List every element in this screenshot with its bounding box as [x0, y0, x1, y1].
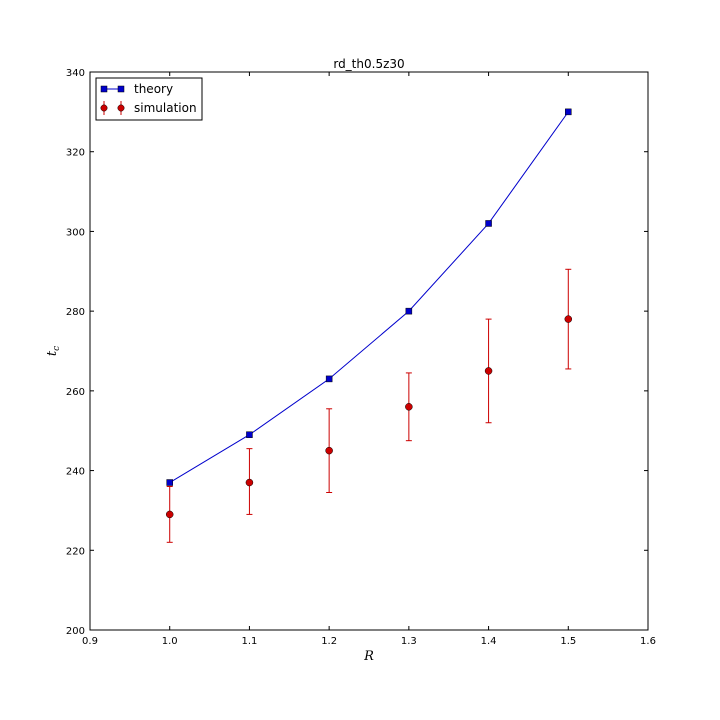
theory-point: [166, 479, 173, 486]
y-tick-label: 220: [66, 546, 85, 557]
y-tick-label: 340: [66, 68, 85, 79]
svg-text:tc: tc: [45, 346, 62, 356]
legend-theory-marker-right: [117, 85, 125, 93]
x-tick-label: 1.3: [401, 636, 417, 647]
simulation-point: [325, 446, 333, 455]
legend-simulation-label: simulation: [134, 101, 197, 115]
x-tick-label: 1.0: [162, 636, 178, 647]
legend-theory-marker-left: [100, 85, 108, 93]
y-tick-label: 280: [66, 307, 85, 318]
y-tick-label: 320: [66, 148, 85, 159]
theory-point: [485, 220, 492, 227]
x-tick-label: 1.5: [560, 636, 576, 647]
legend-frame: [95, 77, 203, 121]
x-tick-label: 1.1: [241, 636, 257, 647]
x-tick-label: 0.9: [82, 636, 98, 647]
legend: theory simulation: [95, 77, 203, 121]
legend-simulation-marker-left: [100, 104, 108, 112]
legend-theory-label: theory: [134, 82, 173, 96]
y-tick-label: 260: [66, 387, 85, 398]
y-tick-label: 200: [66, 626, 85, 637]
simulation-point: [564, 315, 573, 323]
y-tick-label: 300: [66, 227, 85, 238]
y-axis-label-sub: c: [52, 346, 62, 351]
simulation-point: [405, 403, 413, 411]
chart-title: rd_th0.5z30: [333, 57, 404, 71]
simulation-point: [484, 367, 493, 375]
theory-point: [325, 375, 333, 383]
plot-frame: [89, 71, 649, 631]
theory-line: [169, 111, 569, 483]
x-axis-label: R: [363, 649, 374, 664]
simulation-point: [245, 478, 254, 487]
x-tick-label: 1.6: [640, 636, 656, 647]
legend-simulation-marker-right: [117, 104, 125, 112]
theory-point: [565, 108, 572, 116]
theory-point: [246, 431, 253, 438]
simulation-point: [165, 510, 174, 519]
theory-point: [405, 307, 413, 315]
x-tick-label: 1.2: [321, 636, 337, 647]
y-axis-label-main: t: [45, 350, 60, 356]
x-tick-label: 1.4: [481, 636, 497, 647]
y-axis-label: tc: [45, 346, 62, 356]
y-tick-label: 240: [66, 467, 85, 478]
